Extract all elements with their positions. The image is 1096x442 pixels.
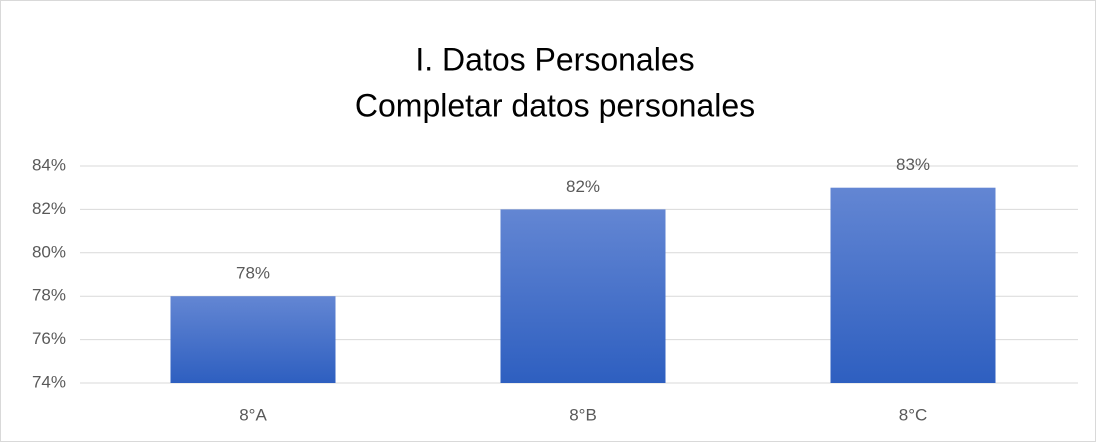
y-tick-label: 78% xyxy=(32,286,66,305)
data-label: 82% xyxy=(566,177,600,196)
y-tick-label: 84% xyxy=(32,155,66,174)
chart-title: I. Datos Personales xyxy=(415,41,694,77)
data-label: 78% xyxy=(236,264,270,283)
chart-title: Completar datos personales xyxy=(355,87,755,123)
bar xyxy=(500,209,666,383)
data-label: 83% xyxy=(896,155,930,174)
y-tick-label: 82% xyxy=(32,199,66,218)
y-tick-label: 74% xyxy=(32,372,66,391)
y-tick-label: 76% xyxy=(32,329,66,348)
y-tick-label: 80% xyxy=(32,242,66,261)
bar xyxy=(170,296,336,383)
bar xyxy=(830,187,996,383)
x-tick-label: 8°A xyxy=(239,405,267,424)
x-tick-label: 8°C xyxy=(899,405,928,424)
x-tick-label: 8°B xyxy=(569,405,597,424)
